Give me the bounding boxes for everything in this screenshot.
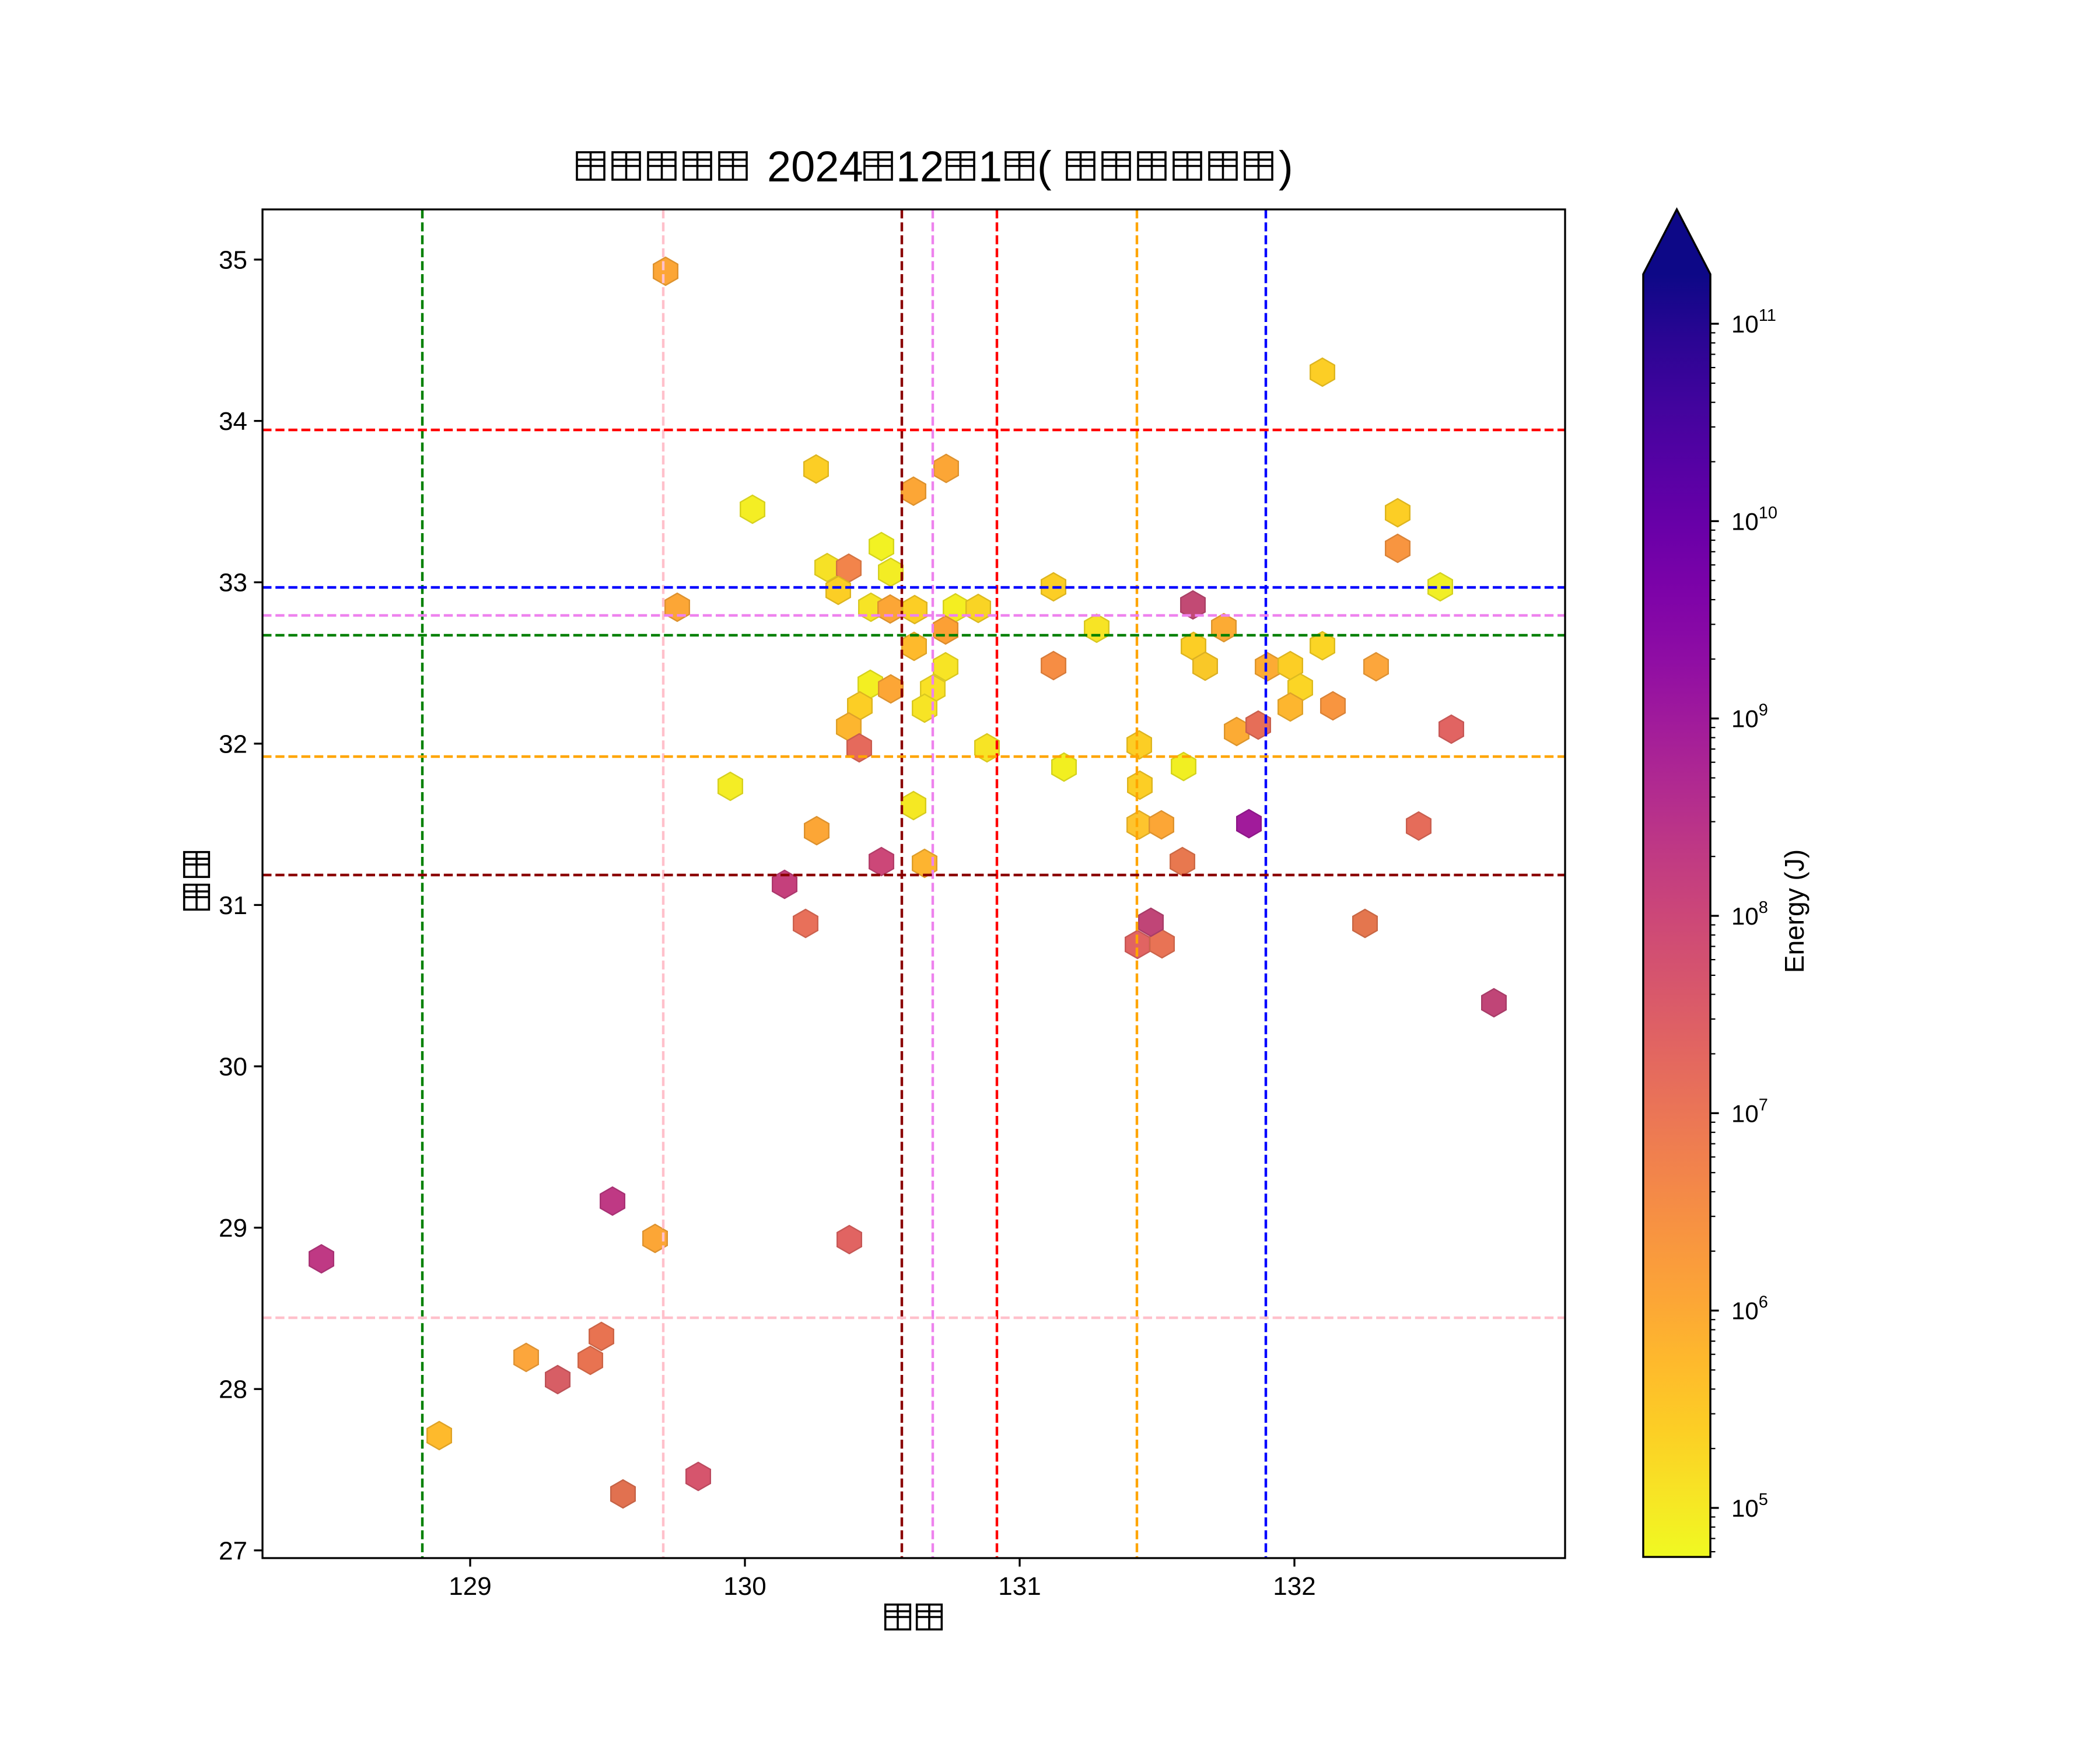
svg-text:32: 32	[219, 730, 247, 758]
svg-text:35: 35	[219, 246, 247, 275]
svg-text:31: 31	[219, 891, 247, 920]
svg-text:34: 34	[219, 407, 247, 436]
svg-text:132: 132	[1273, 1572, 1315, 1601]
svg-text:2024: 2024	[767, 142, 863, 191]
svg-text:12: 12	[896, 142, 944, 191]
svg-text:131: 131	[998, 1572, 1041, 1601]
svg-text:): )	[1279, 142, 1293, 191]
svg-text:1010: 1010	[1731, 503, 1777, 535]
svg-text:Energy (J): Energy (J)	[1779, 849, 1810, 973]
svg-text:30: 30	[219, 1053, 247, 1082]
svg-text:33: 33	[219, 569, 247, 597]
svg-text:29: 29	[219, 1214, 247, 1242]
svg-text:28: 28	[219, 1376, 247, 1404]
svg-text:(: (	[1037, 142, 1052, 191]
svg-text:27: 27	[219, 1536, 247, 1565]
svg-text:130: 130	[723, 1572, 766, 1601]
svg-text:129: 129	[449, 1572, 491, 1601]
svg-text:1: 1	[978, 142, 1002, 191]
